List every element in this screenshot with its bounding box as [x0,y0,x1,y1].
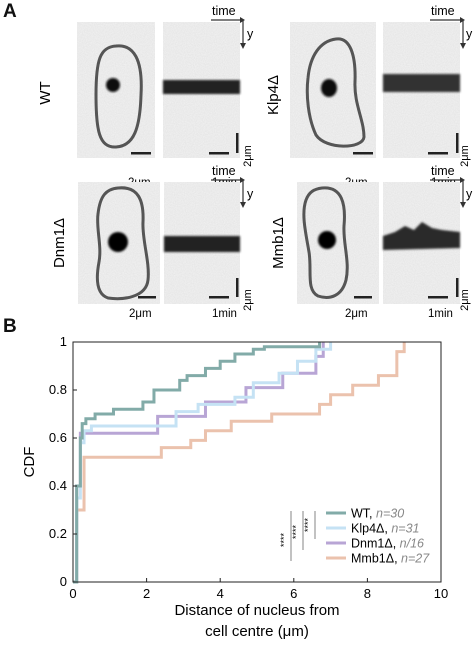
cell-outline-mmb1 [302,186,349,299]
cell-mmb1: Mmb1Δ 2μm time y 1min 2μm [270,164,473,320]
significance-markers: **** **** **** [279,511,316,561]
y-tick-label: 0.8 [49,382,67,397]
x-tick-label: 8 [364,586,371,601]
scale-label-y-wt: 2μm [242,145,254,167]
scalebar-cell-wt [131,152,151,155]
nucleus-dnm1 [108,232,128,252]
y-arrow-icon-klp4 [460,43,466,49]
scalebar-y-klp4 [456,133,459,153]
y-tick-label: 0.4 [49,478,67,493]
sig-label-1: **** [279,533,289,548]
y-tick-label: 1 [60,334,67,349]
legend-entry: WT, n=30 [351,507,404,521]
scale-label-cell-mmb1: 2μm [345,308,368,320]
scalebar-y-mmb1 [456,278,459,297]
cell-wt: WT 2μm time y 1min 2μm [37,4,254,189]
y-arrow-icon-dnm1 [240,202,246,208]
strain-label-klp4: Klp4Δ [265,75,282,115]
panel-b-letter: B [3,316,17,337]
series-line-1 [73,342,333,584]
axis-y-label-wt: y [247,27,254,41]
y-arrow-icon-wt [240,43,246,49]
legend-entry: Mmb1Δ, n=27 [351,552,430,566]
panel-a-micrographs: WT 2μm time y 1min 2μm Klp4Δ 2μm [37,4,473,320]
x-tick-label: 4 [217,586,224,601]
scalebar-y-wt [236,133,239,153]
cdf-chart: 0 2 4 6 8 10 0 0.2 0.4 0.6 0.8 1 CDF Distance of n… [21,334,448,640]
legend-entry: Klp4Δ, n=31 [351,522,419,536]
strain-label-dnm1: Dnm1Δ [51,218,68,268]
cell-outline-dnm1 [95,186,150,301]
axis-time-label-klp4: time [431,4,455,18]
axis-y-label-klp4: y [466,27,473,41]
cell-dnm1: Dnm1Δ 2μm time y 1min 2μm [51,164,254,320]
scalebar-time-wt [209,152,229,155]
scale-label-y-dnm1: 2μm [242,289,254,311]
scalebar-time-mmb1 [428,296,448,299]
sig-label-3: **** [303,518,313,533]
x-tick-label: 2 [143,586,150,601]
x-axis-ticks: 0 2 4 6 8 10 [69,578,448,601]
strain-label-wt: WT [37,81,54,104]
axis-time-label-dnm1: time [212,164,236,178]
y-axis-ticks: 0 0.2 0.4 0.6 0.8 1 [49,334,77,589]
scale-label-time-mmb1: 1min [428,308,453,320]
series-line-0 [73,342,322,584]
axis-y-label-mmb1: y [466,187,473,201]
strain-label-mmb1: Mmb1Δ [270,217,287,269]
x-axis-label-line1: Distance of nucleus from [174,602,339,619]
series-line-3 [73,342,406,584]
kymograph-track-klp4 [383,74,460,92]
y-tick-label: 0.6 [49,430,67,445]
kymograph-track-wt [163,80,240,94]
micrograph-noise-mmb1 [297,182,379,304]
cell-klp4: Klp4Δ 2μm time y 1min 2μm [265,4,473,189]
scalebar-cell-mmb1 [354,296,372,299]
kymograph-track-mmb1 [383,222,460,250]
scalebar-time-dnm1 [209,296,229,299]
legend-entry: Dnm1Δ, n/16 [351,537,424,551]
plot-frame [72,341,442,583]
cell-outline-klp4 [305,37,366,148]
nucleus-wt [106,78,120,92]
scalebar-cell-dnm1 [138,296,156,299]
scale-label-time-dnm1: 1min [212,308,237,320]
scale-label-y-klp4: 2μm [459,145,471,167]
axis-time-label-mmb1: time [431,164,455,178]
axis-time-label-wt: time [212,4,236,18]
cdf-series-layer [73,342,406,584]
panel-a-letter: A [3,1,17,22]
sig-label-2: **** [291,525,301,540]
scale-label-y-mmb1: 2μm [459,289,471,311]
cell-outline-wt [94,44,143,149]
kymograph-track-dnm1 [164,236,240,252]
scalebar-cell-klp4 [353,152,373,155]
y-tick-label: 0 [60,574,67,589]
x-tick-label: 0 [69,586,76,601]
x-tick-label: 10 [434,586,448,601]
axis-y-label-dnm1: y [247,187,254,201]
x-axis-label-line2: cell centre (μm) [205,623,309,640]
scalebar-time-klp4 [428,152,448,155]
scale-label-cell-dnm1: 2μm [129,308,152,320]
y-axis-label: CDF [21,447,38,478]
nucleus-mmb1 [318,231,336,249]
y-tick-label: 0.2 [49,526,67,541]
x-tick-label: 6 [290,586,297,601]
y-arrow-icon-mmb1 [460,202,466,208]
nucleus-klp4 [321,79,337,97]
scalebar-y-dnm1 [236,278,239,297]
